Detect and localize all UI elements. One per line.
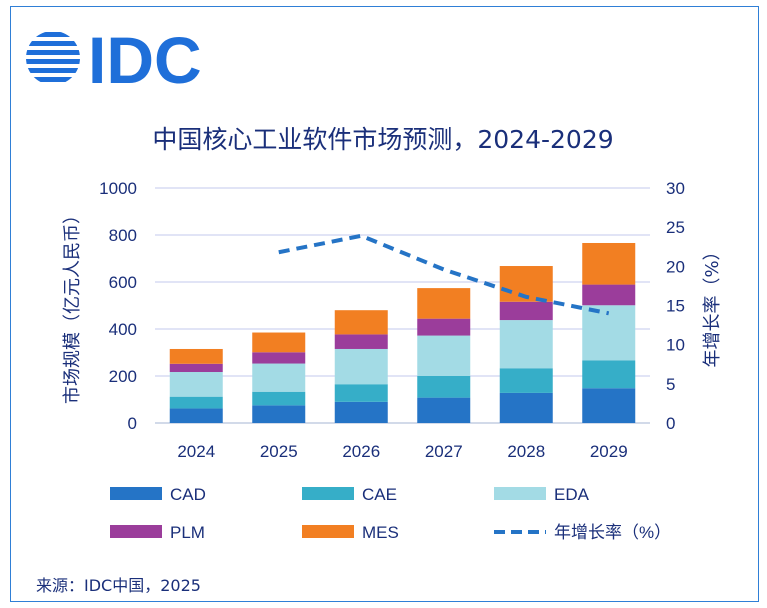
legend-label-cae: CAE: [362, 485, 397, 504]
legend-label-growth-rate: 年增长率（%）: [554, 523, 671, 542]
bar-cad-2025: [252, 405, 306, 423]
y2-tick-label: 10: [666, 336, 685, 355]
bar-eda-2029: [582, 305, 636, 361]
bar-plm-2028: [499, 301, 553, 321]
bar-cae-2029: [582, 360, 636, 389]
legend: CAD CAE EDA PLM MES 年增长率（%）: [110, 485, 671, 542]
bar-eda-2028: [499, 320, 553, 369]
y2-axis-title: 年增长率（%）: [702, 242, 723, 367]
y-axis-title: 市场规模（亿元人民币）: [62, 206, 83, 404]
y-tick-label: 0: [128, 414, 137, 433]
bar-cad-2024: [169, 408, 223, 423]
bar-plm-2029: [582, 284, 636, 306]
bar-plm-2024: [169, 363, 223, 373]
source-note: 来源：IDC中国，2025: [36, 576, 201, 595]
y-axis-ticks: 0 200 400 600 800 1000: [99, 179, 137, 433]
x-tick-label: 2024: [177, 442, 215, 461]
bar-eda-2026: [334, 348, 388, 385]
x-axis-ticks: 2024 2025 2026 2027 2028 2029: [177, 442, 627, 461]
legend-swatch-plm: [110, 525, 162, 538]
chart-title: 中国核心工业软件市场预测，2024-2029: [152, 125, 613, 154]
bar-cae-2024: [169, 396, 223, 409]
bar-mes-2024: [169, 348, 223, 364]
bar-cae-2028: [499, 368, 553, 393]
bar-cae-2027: [417, 376, 471, 398]
bar-cae-2026: [334, 384, 388, 402]
bar-cad-2027: [417, 397, 471, 423]
y-tick-label: 200: [109, 367, 137, 386]
y-tick-label: 400: [109, 320, 137, 339]
legend-label-mes: MES: [362, 523, 399, 542]
y-tick-label: 1000: [99, 179, 137, 198]
bar-mes-2027: [417, 288, 471, 319]
bar-plm-2025: [252, 352, 306, 364]
growth-line: [278, 233, 610, 316]
bar-cad-2026: [334, 401, 388, 423]
legend-label-cad: CAD: [170, 485, 206, 504]
y2-axis-ticks: 0 5 10 15 20 25 30: [666, 179, 685, 433]
legend-swatch-mes: [302, 525, 354, 538]
bar-eda-2024: [169, 372, 223, 397]
bar-eda-2027: [417, 335, 471, 376]
bar-mes-2025: [252, 332, 306, 353]
y-tick-label: 600: [109, 273, 137, 292]
bar-cad-2029: [582, 388, 636, 423]
bar-cad-2028: [499, 392, 553, 423]
idc-logo: IDC: [26, 23, 202, 97]
bar-cae-2025: [252, 391, 306, 406]
bar-plm-2026: [334, 334, 388, 349]
y2-tick-label: 20: [666, 257, 685, 276]
bars: [169, 242, 636, 423]
globe-icon: [26, 32, 80, 82]
legend-swatch-cae: [302, 487, 354, 500]
legend-label-plm: PLM: [170, 523, 205, 542]
y2-tick-label: 30: [666, 179, 685, 198]
x-tick-label: 2025: [260, 442, 298, 461]
growth-rate-line: [278, 233, 610, 316]
legend-swatch-cad: [110, 487, 162, 500]
x-tick-label: 2027: [425, 442, 463, 461]
x-tick-label: 2028: [507, 442, 545, 461]
x-tick-label: 2029: [590, 442, 628, 461]
bar-mes-2029: [582, 242, 636, 285]
legend-label-eda: EDA: [554, 485, 590, 504]
bar-eda-2025: [252, 363, 306, 392]
bar-plm-2027: [417, 318, 471, 336]
y2-tick-label: 0: [666, 414, 675, 433]
y2-tick-label: 5: [666, 375, 675, 394]
y2-tick-label: 25: [666, 218, 685, 237]
logo-text: IDC: [88, 23, 202, 97]
y-tick-label: 800: [109, 226, 137, 245]
x-tick-label: 2026: [342, 442, 380, 461]
bar-mes-2026: [334, 310, 388, 335]
legend-swatch-eda: [494, 487, 546, 500]
gridlines: [155, 187, 650, 424]
y2-tick-label: 15: [666, 297, 685, 316]
